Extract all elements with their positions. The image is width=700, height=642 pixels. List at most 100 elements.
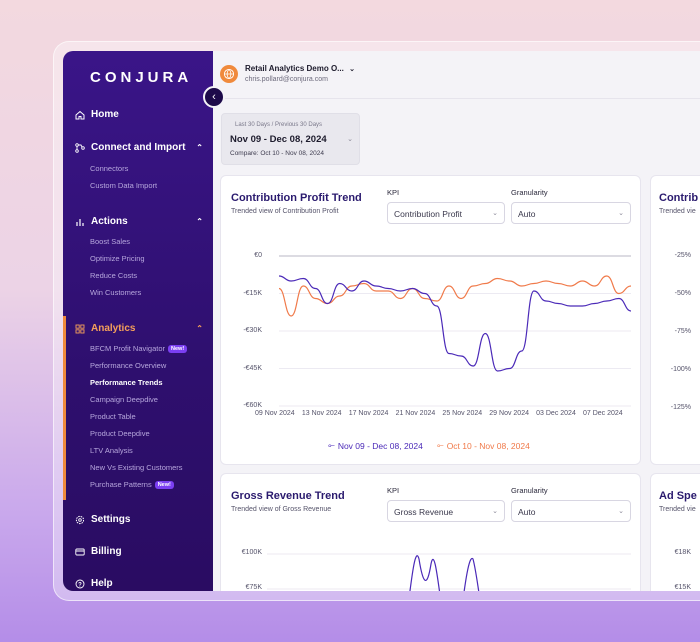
y-tick: -€60K [243, 402, 262, 409]
app-window: CONJURA Home Connect and Import ⌃ Connec… [63, 51, 700, 591]
chevron-up-icon: ⌃ [196, 217, 203, 226]
kpi-select[interactable]: Gross Revenue ⌄ [387, 500, 505, 522]
series-line-previous[interactable] [278, 275, 632, 317]
kpi-label: KPI [387, 486, 400, 495]
kpi-select-value: Contribution Profit [394, 209, 463, 219]
chevron-up-icon: ⌃ [196, 143, 203, 152]
org-avatar[interactable] [220, 65, 238, 83]
y-tick: €15K [674, 584, 691, 591]
sidebar-subitem-campaign-deepdive[interactable]: Campaign Deepdive [90, 395, 158, 404]
kpi-select[interactable]: Contribution Profit ⌄ [387, 202, 505, 224]
y-tick: -100% [670, 366, 691, 373]
granularity-label: Granularity [511, 188, 548, 197]
sidebar-subitem-performance-trends[interactable]: Performance Trends [90, 378, 163, 387]
card-title: Contribution Profit Trend [231, 192, 362, 204]
y-tick: -€30K [243, 327, 262, 334]
sidebar-subitem-purchase-patterns[interactable]: Purchase Patterns New! [90, 480, 174, 490]
sidebar: CONJURA Home Connect and Import ⌃ Connec… [63, 51, 213, 591]
chevron-down-icon: ⌄ [347, 136, 353, 143]
x-tick: 03 Dec 2024 [536, 410, 576, 417]
sidebar-item-home[interactable]: Home [75, 109, 203, 120]
sidebar-item-settings[interactable]: Settings [75, 514, 203, 525]
top-bar: Retail Analytics Demo O... ⌄ chris.polla… [213, 51, 700, 99]
kpi-select-value: Gross Revenue [394, 507, 454, 517]
y-tick: -125% [670, 404, 691, 411]
sidebar-subitem-reduce-costs[interactable]: Reduce Costs [90, 271, 138, 280]
sidebar-subitem-ltv-analysis[interactable]: LTV Analysis [90, 446, 133, 455]
card-title: Contrib [659, 192, 699, 204]
sidebar-subitem-product-deepdive[interactable]: Product Deepdive [90, 429, 150, 438]
new-badge: New! [154, 481, 174, 490]
granularity-label: Granularity [511, 486, 548, 495]
sidebar-subitem-label: BFCM Profit Navigator [90, 344, 166, 353]
date-range-picker[interactable]: Last 30 Days / Previous 30 Days Nov 09 -… [221, 113, 360, 165]
chevron-down-icon: ⌄ [349, 66, 355, 73]
series-line-current[interactable] [278, 275, 632, 372]
grid-icon [75, 324, 85, 334]
y-tick: -€45K [243, 364, 262, 372]
brand-logo: CONJURA [90, 69, 193, 86]
sidebar-item-label: Help [91, 578, 113, 589]
org-name: Retail Analytics Demo O... [245, 64, 344, 73]
sidebar-item-label: Analytics [91, 323, 136, 334]
contribution-margin-card: Contrib Trended vie -25% -50% -75% -100%… [650, 175, 700, 465]
contribution-chart [278, 255, 632, 407]
legend-item-current[interactable]: ⟜ Nov 09 - Dec 08, 2024 [328, 440, 423, 451]
user-email: chris.pollard@conjura.com [245, 76, 328, 83]
sidebar-subitem-product-table[interactable]: Product Table [90, 412, 136, 421]
sidebar-item-actions[interactable]: Actions ⌃ [75, 216, 203, 227]
legend-marker: ⟜ [436, 440, 444, 450]
y-tick: €75K [245, 584, 262, 591]
sidebar-item-label: Actions [91, 216, 128, 227]
kpi-label: KPI [387, 188, 400, 197]
connect-icon [75, 142, 85, 153]
ad-spend-card: Ad Spe Trended vie €18K €15K [650, 473, 700, 591]
granularity-select-value: Auto [518, 507, 536, 517]
sidebar-subitem-performance-overview[interactable]: Performance Overview [90, 361, 167, 370]
sidebar-subitem-win-customers[interactable]: Win Customers [90, 288, 142, 297]
sidebar-item-billing[interactable]: Billing [75, 546, 203, 557]
x-tick: 21 Nov 2024 [395, 410, 436, 417]
sidebar-subitem-new-vs-existing[interactable]: New Vs Existing Customers [90, 463, 183, 472]
sidebar-item-label: Billing [91, 546, 122, 557]
card-subtitle: Trended view of Contribution Profit [231, 208, 339, 215]
gross-revenue-card: Gross Revenue Trend Trended view of Gros… [220, 473, 641, 591]
sidebar-subitem-bfcm[interactable]: BFCM Profit Navigator New! [90, 344, 188, 354]
chevron-down-icon: ⌄ [618, 508, 624, 515]
sidebar-item-analytics[interactable]: Analytics ⌃ [75, 323, 203, 334]
sidebar-item-help[interactable]: ? Help [75, 578, 203, 589]
card-title: Gross Revenue Trend [231, 490, 345, 502]
gear-icon [75, 515, 85, 525]
granularity-select[interactable]: Auto ⌄ [511, 202, 631, 224]
chart-legend: ⟜ Nov 09 - Dec 08, 2024 ⟜ Oct 10 - Nov 08,… [328, 440, 530, 451]
granularity-select-value: Auto [518, 209, 536, 219]
sidebar-subitem-label: Purchase Patterns [90, 480, 152, 489]
sidebar-item-connect[interactable]: Connect and Import ⌃ [75, 142, 203, 153]
sidebar-item-label: Home [91, 109, 119, 120]
sidebar-subitem-connectors[interactable]: Connectors [90, 164, 129, 173]
granularity-select[interactable]: Auto ⌄ [511, 500, 631, 522]
help-icon: ? [75, 579, 85, 589]
sidebar-subitem-boost-sales[interactable]: Boost Sales [90, 237, 131, 246]
org-switcher[interactable]: Retail Analytics Demo O... ⌄ [245, 64, 355, 73]
sidebar-item-label: Connect and Import [91, 142, 186, 153]
bar-chart-icon [75, 217, 85, 227]
x-tick: 29 Nov 2024 [489, 410, 529, 417]
svg-text:?: ? [78, 582, 82, 588]
y-tick: €18K [674, 549, 691, 556]
new-badge: New! [168, 345, 188, 354]
collapse-sidebar-button[interactable]: ‹ [203, 86, 225, 108]
x-tick: 13 Nov 2024 [301, 410, 342, 417]
gross-revenue-chart [267, 553, 631, 591]
chevron-down-icon: ⌄ [492, 508, 498, 515]
chevron-up-icon: ⌃ [196, 324, 203, 333]
contribution-profit-card: Contribution Profit Trend Trended view o… [220, 175, 641, 465]
home-icon [75, 110, 85, 120]
chevron-down-icon: ⌄ [618, 210, 624, 217]
legend-item-previous[interactable]: ⟜ Oct 10 - Nov 08, 2024 [437, 440, 530, 451]
sidebar-subitem-custom-data-import[interactable]: Custom Data Import [90, 181, 158, 190]
y-tick: -€15K [243, 289, 262, 297]
y-tick: -75% [674, 328, 691, 335]
sidebar-subitem-optimize-pricing[interactable]: Optimize Pricing [90, 254, 145, 263]
y-tick: €100K [241, 549, 262, 556]
